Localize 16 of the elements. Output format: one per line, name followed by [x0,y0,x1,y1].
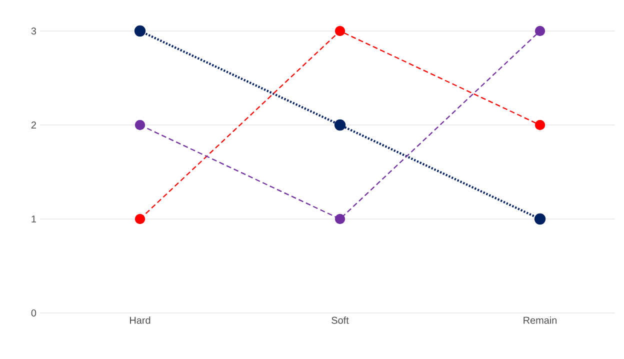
point [134,25,146,37]
point [534,120,546,130]
point [334,119,346,131]
y-tick-label: 2 [31,122,36,128]
x-tick-label: Remain [524,316,557,324]
point [134,214,146,224]
y-tick-label: 3 [31,27,36,35]
x-tick-label: Hard [130,316,150,324]
point [534,213,546,225]
y-tick-label: 1 [32,216,36,222]
point [334,26,346,36]
point [134,120,146,130]
x-tick-label: Soft [332,316,349,324]
point [334,214,346,224]
point [534,26,546,36]
y-tick-label: 0 [31,309,36,317]
